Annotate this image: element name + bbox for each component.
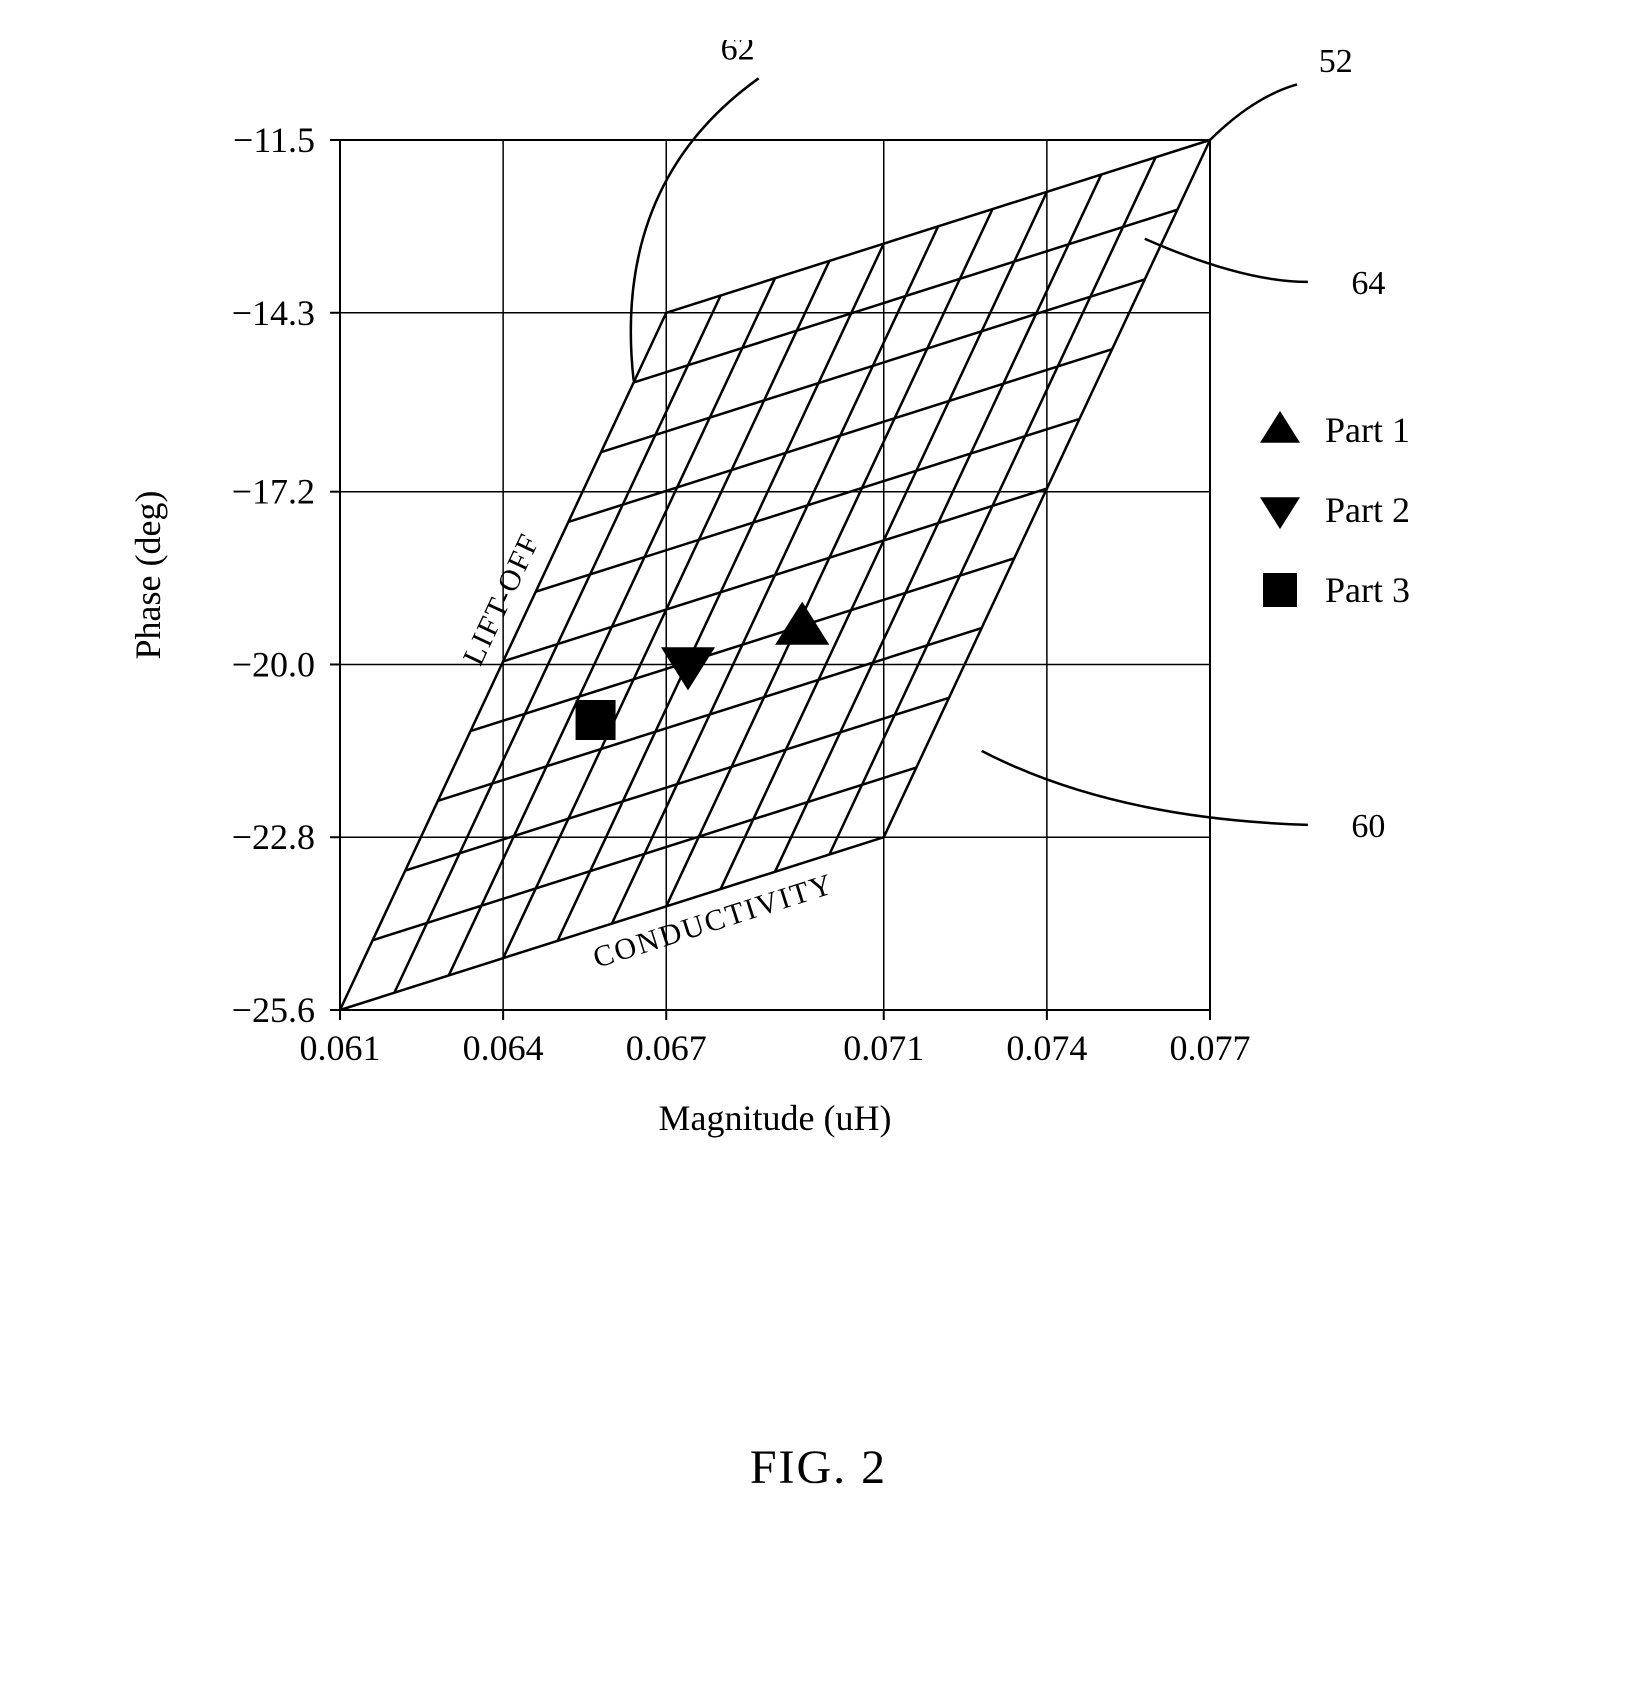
svg-text:−11.5: −11.5 [233, 120, 315, 160]
svg-text:0.074: 0.074 [1006, 1028, 1087, 1068]
svg-text:Part 3: Part 3 [1325, 570, 1410, 610]
svg-text:0.061: 0.061 [300, 1028, 381, 1068]
svg-text:Part 1: Part 1 [1325, 410, 1410, 450]
svg-text:60: 60 [1351, 808, 1385, 845]
svg-text:62: 62 [721, 40, 755, 67]
svg-text:0.077: 0.077 [1170, 1028, 1251, 1068]
figure-caption: FIG. 2 [40, 1440, 1597, 1495]
figure-container: 0.061 0.064 0.067 0.071 0.074 0.077 −25.6 −22.8… [40, 40, 1597, 1495]
svg-text:−22.8: −22.8 [232, 817, 315, 857]
svg-text:Part 2: Part 2 [1325, 490, 1410, 530]
svg-text:0.071: 0.071 [843, 1028, 924, 1068]
chart-area: 0.061 0.064 0.067 0.071 0.074 0.077 −25.6 −22.8… [40, 40, 1597, 1360]
svg-text:−14.3: −14.3 [232, 293, 315, 333]
svg-text:64: 64 [1351, 265, 1385, 302]
svg-text:−17.2: −17.2 [232, 472, 315, 512]
svg-text:52: 52 [1319, 43, 1353, 80]
svg-text:Magnitude (uH): Magnitude (uH) [659, 1098, 892, 1138]
chart-svg: 0.061 0.064 0.067 0.071 0.074 0.077 −25.6 −22.8… [40, 40, 1597, 1360]
svg-text:−25.6: −25.6 [232, 990, 315, 1030]
svg-text:0.067: 0.067 [626, 1028, 707, 1068]
svg-text:0.064: 0.064 [463, 1028, 544, 1068]
svg-text:Phase (deg): Phase (deg) [128, 491, 168, 660]
svg-text:−20.0: −20.0 [232, 644, 315, 684]
